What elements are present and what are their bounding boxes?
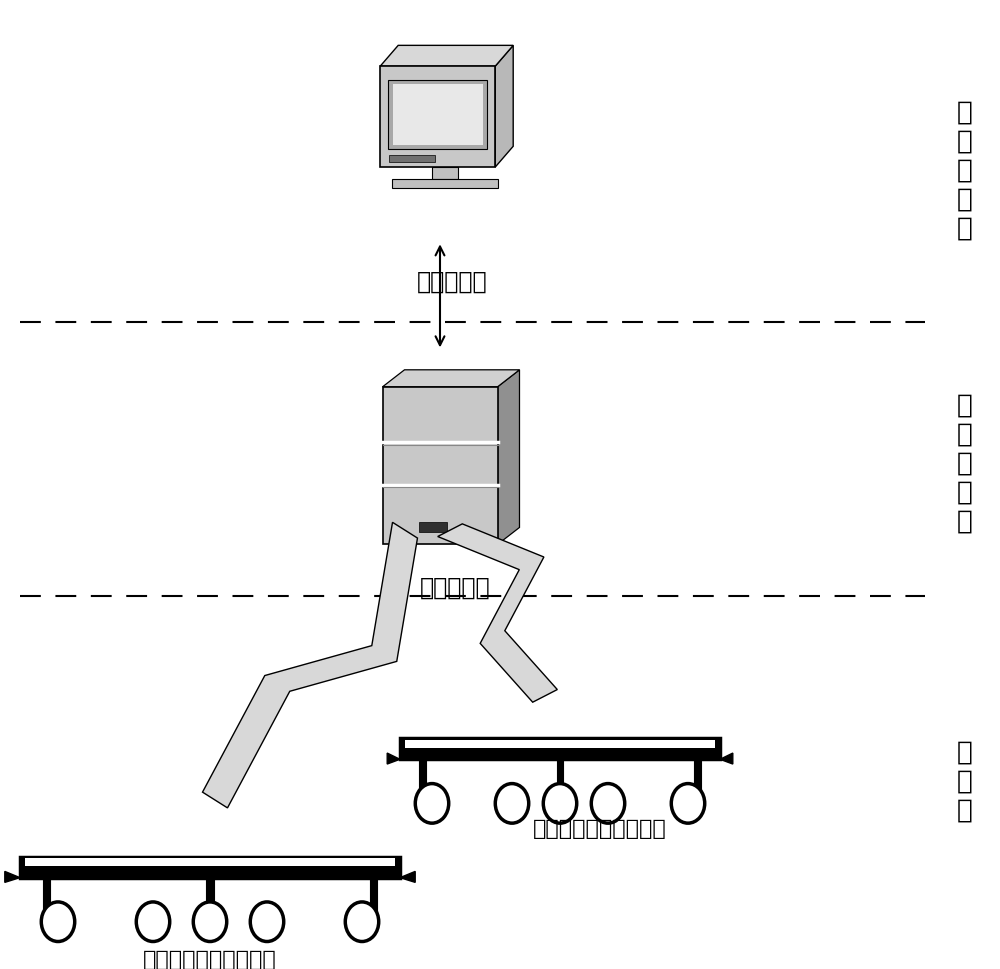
Ellipse shape: [136, 902, 170, 942]
Polygon shape: [5, 871, 20, 883]
Polygon shape: [387, 753, 400, 764]
FancyBboxPatch shape: [694, 760, 701, 794]
FancyBboxPatch shape: [392, 179, 498, 188]
FancyBboxPatch shape: [370, 878, 377, 912]
FancyBboxPatch shape: [382, 387, 498, 545]
FancyBboxPatch shape: [25, 858, 395, 866]
Text: 用户操作端: 用户操作端: [417, 269, 487, 294]
Text: 人
机
界
面
层: 人 机 界 面 层: [957, 100, 973, 241]
Polygon shape: [203, 522, 417, 808]
FancyBboxPatch shape: [20, 857, 400, 878]
FancyBboxPatch shape: [432, 167, 458, 179]
Ellipse shape: [591, 784, 625, 823]
Text: 服
务
调
度
层: 服 务 调 度 层: [957, 392, 973, 535]
FancyBboxPatch shape: [419, 521, 447, 532]
Ellipse shape: [495, 784, 529, 823]
FancyBboxPatch shape: [206, 878, 214, 912]
FancyBboxPatch shape: [400, 738, 720, 760]
FancyBboxPatch shape: [43, 878, 50, 912]
Text: 多机器人全自动搞运车: 多机器人全自动搞运车: [143, 950, 277, 969]
Polygon shape: [380, 46, 513, 66]
FancyBboxPatch shape: [393, 84, 483, 145]
FancyBboxPatch shape: [405, 739, 715, 748]
Polygon shape: [495, 46, 513, 167]
Polygon shape: [382, 370, 520, 387]
Ellipse shape: [671, 784, 705, 823]
Ellipse shape: [415, 784, 449, 823]
FancyBboxPatch shape: [419, 760, 426, 794]
Polygon shape: [720, 753, 733, 764]
Ellipse shape: [345, 902, 379, 942]
Polygon shape: [438, 524, 557, 703]
Ellipse shape: [193, 902, 227, 942]
Polygon shape: [498, 370, 520, 545]
FancyBboxPatch shape: [557, 760, 563, 794]
FancyBboxPatch shape: [388, 80, 487, 149]
Ellipse shape: [250, 902, 284, 942]
Text: 多机器人全自动搞运车: 多机器人全自动搞运车: [533, 819, 667, 839]
Ellipse shape: [41, 902, 75, 942]
FancyBboxPatch shape: [389, 155, 435, 162]
Text: 执
行
层: 执 行 层: [957, 739, 973, 823]
Polygon shape: [400, 871, 415, 883]
Ellipse shape: [543, 784, 577, 823]
FancyBboxPatch shape: [380, 66, 495, 167]
Text: 调度服务器: 调度服务器: [420, 576, 490, 600]
